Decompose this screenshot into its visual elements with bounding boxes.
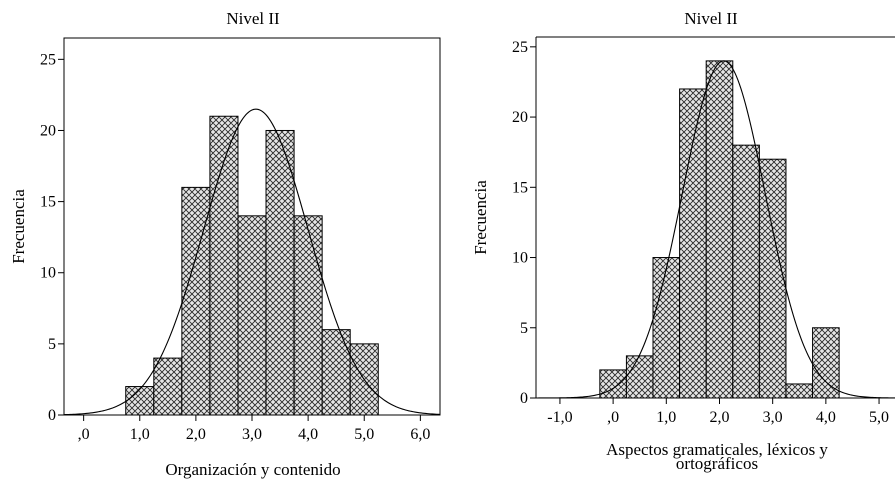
x-tick-label: -1,0 — [547, 409, 572, 426]
y-axis-label: Frecuencia — [471, 180, 490, 255]
x-tick-label: 4,0 — [816, 409, 836, 426]
y-tick-label: 20 — [40, 122, 56, 139]
histogram-bar — [153, 357, 183, 416]
histogram-bar — [705, 60, 734, 399]
histogram-chart-2: 0 5 10 15 20 25 -1,0 ,0 1,0 2,0 3,0 4,0 5,0 Nivel II F… — [471, 9, 895, 473]
histogram-bar — [785, 383, 814, 399]
y-tick-label: 10 — [512, 250, 528, 267]
histogram-bar — [732, 144, 760, 399]
chart-title: Nivel II — [684, 9, 738, 28]
x-tick-label: 6,0 — [410, 426, 430, 443]
x-tick-label: 4,0 — [298, 426, 318, 443]
x-tick-label: ,0 — [607, 409, 619, 426]
histogram-bar — [125, 386, 155, 416]
y-tick-label: 10 — [40, 265, 56, 282]
y-tick-label: 0 — [48, 407, 56, 424]
histogram-bar — [625, 355, 654, 399]
x-tick-label: ,0 — [78, 426, 90, 443]
histogram-bar — [265, 129, 295, 416]
normal-curve — [536, 60, 895, 399]
x-tick-label: 2,0 — [186, 426, 206, 443]
y-tick-label: 5 — [48, 336, 56, 353]
histogram-bar — [679, 88, 707, 399]
y-tick-label: 0 — [520, 390, 528, 407]
y-axis-label: Frecuencia — [9, 189, 28, 264]
x-tick-label: 1,0 — [130, 426, 150, 443]
y-tick-label: 25 — [512, 39, 528, 56]
y-tick-label: 15 — [40, 194, 56, 211]
y-tick-label: 25 — [40, 51, 56, 68]
x-tick-label: 2,0 — [709, 409, 729, 426]
histogram-bars — [599, 60, 840, 399]
histogram-bar — [237, 215, 267, 416]
x-tick-label: 3,0 — [242, 426, 262, 443]
x-tick-label: 5,0 — [869, 409, 889, 426]
normal-curve — [63, 108, 441, 416]
histogram-bar — [812, 327, 840, 399]
histogram-bars — [125, 115, 379, 416]
chart-title: Nivel II — [226, 9, 280, 28]
x-tick-label: 5,0 — [354, 426, 374, 443]
x-tick-label: 3,0 — [763, 409, 783, 426]
x-tick-label: 1,0 — [656, 409, 676, 426]
histogram-bar — [599, 369, 627, 399]
histogram-bar — [652, 257, 681, 399]
x-axis-label-line: Aspectos gramaticales, léxicos y — [606, 440, 828, 459]
y-tick-label: 15 — [512, 179, 528, 196]
y-tick-label: 5 — [520, 320, 528, 337]
histogram-chart-1: 0 5 10 15 20 25 ,0 1,0 2,0 3,0 4,0 5,0 6,0 Nivel II Fr… — [9, 9, 441, 479]
histogram-bar — [293, 215, 323, 416]
histogram-bar — [758, 158, 787, 399]
x-axis-label: Organización y contenido — [165, 460, 340, 479]
histogram-bar — [321, 329, 351, 416]
x-axis-label-line: ortográficos — [676, 454, 758, 473]
histogram-bar — [209, 115, 239, 416]
y-tick-label: 20 — [512, 109, 528, 126]
